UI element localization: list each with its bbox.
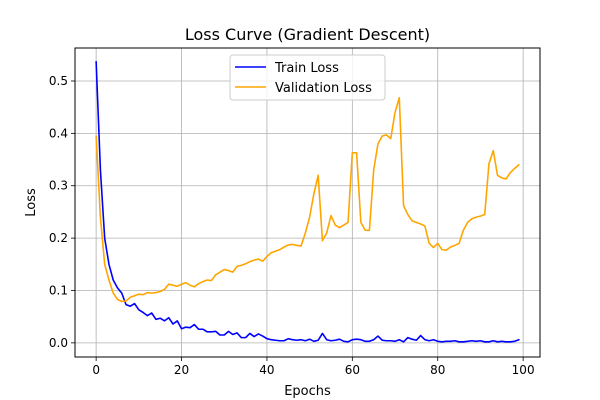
y-tick-label: 0.4	[49, 126, 68, 140]
x-tick-label: 40	[259, 363, 274, 377]
y-tick-label: 0.3	[49, 179, 68, 193]
y-tick-label: 0.2	[49, 231, 68, 245]
x-tick-label: 80	[430, 363, 445, 377]
y-tick-label: 0.5	[49, 74, 68, 88]
axis-ticks: 0 20 40 60 80 100 0.0 0.1 0.2 0.3 0.4 0.5	[49, 74, 535, 377]
legend: Train Loss Validation Loss	[229, 54, 386, 101]
series-lines	[95, 60, 520, 343]
x-tick-label: 100	[512, 363, 535, 377]
legend-label-train-loss: Train Loss	[274, 61, 339, 76]
legend-box	[229, 54, 386, 101]
x-tick-label: 0	[92, 363, 100, 377]
series-line-train-loss	[95, 60, 520, 343]
y-axis-label: Loss	[24, 188, 39, 217]
y-tick-label: 0.1	[49, 283, 68, 297]
plot-frame	[74, 47, 541, 358]
chart-title: Loss Curve (Gradient Descent)	[185, 25, 430, 44]
x-tick-label: 20	[174, 363, 189, 377]
series-line-validation-loss	[95, 96, 520, 303]
x-tick-label: 60	[345, 363, 360, 377]
legend-label-validation-loss: Validation Loss	[275, 81, 372, 96]
x-axis-label: Epochs	[284, 384, 331, 399]
y-tick-label: 0.0	[49, 336, 68, 350]
